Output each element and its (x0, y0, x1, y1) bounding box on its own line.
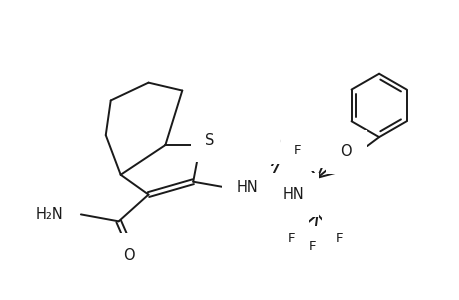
Text: F: F (293, 145, 301, 158)
Text: F: F (287, 232, 295, 245)
Text: F: F (335, 232, 342, 245)
Text: F: F (308, 240, 315, 253)
Text: HN: HN (282, 187, 304, 202)
Text: O: O (123, 248, 134, 262)
Text: S: S (205, 133, 214, 148)
Text: O: O (340, 145, 351, 160)
Text: F: F (351, 160, 358, 173)
Text: HN: HN (236, 180, 258, 195)
Text: F: F (328, 142, 336, 154)
Text: H₂N: H₂N (35, 207, 63, 222)
Text: O: O (278, 135, 290, 150)
